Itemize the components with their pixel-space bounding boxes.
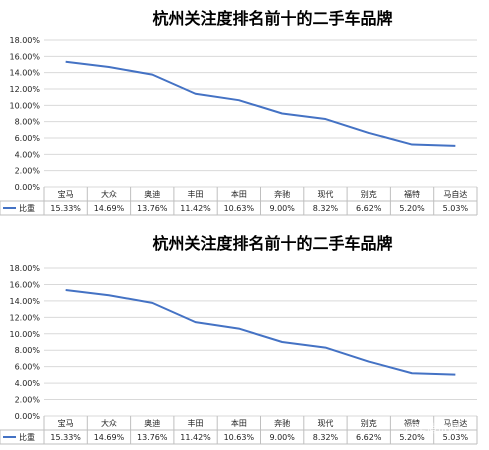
chart-title: 杭州关注度排名前十的二手车品牌 bbox=[152, 9, 392, 28]
category-label: 奔驰 bbox=[274, 189, 290, 199]
category-label: 丰田 bbox=[188, 418, 204, 428]
data-label: 6.62% bbox=[356, 204, 382, 213]
data-label: 13.76% bbox=[137, 433, 168, 442]
data-label: 5.20% bbox=[399, 204, 425, 213]
y-tick-label: 14.00% bbox=[9, 297, 40, 306]
series-line bbox=[65, 60, 456, 147]
data-label: 13.76% bbox=[137, 204, 168, 213]
category-label: 现代 bbox=[317, 189, 333, 199]
y-tick-label: 18.00% bbox=[9, 264, 40, 273]
y-tick-label: 16.00% bbox=[9, 280, 40, 289]
y-tick-label: 18.00% bbox=[9, 36, 40, 45]
y-tick-label: 0.00% bbox=[15, 183, 41, 192]
category-label: 本田 bbox=[231, 189, 247, 199]
category-label: 别克 bbox=[361, 190, 377, 199]
y-tick-label: 12.00% bbox=[9, 85, 40, 94]
y-tick-label: 4.00% bbox=[15, 379, 41, 388]
y-tick-label: 14.00% bbox=[9, 69, 40, 78]
category-label: 大众 bbox=[101, 189, 117, 199]
y-tick-label: 6.00% bbox=[15, 363, 41, 372]
legend-label: 比重 bbox=[19, 432, 35, 442]
data-label: 10.63% bbox=[224, 204, 255, 213]
data-label: 5.03% bbox=[443, 433, 469, 442]
y-tick-label: 4.00% bbox=[15, 150, 41, 159]
y-tick-label: 8.00% bbox=[15, 118, 41, 127]
category-label: 别克 bbox=[361, 419, 377, 428]
data-label: 9.00% bbox=[269, 433, 295, 442]
category-label: 宝马 bbox=[58, 189, 74, 199]
y-tick-label: 10.00% bbox=[9, 101, 40, 110]
data-label: 10.63% bbox=[224, 433, 255, 442]
chart-title: 杭州关注度排名前十的二手车品牌 bbox=[152, 234, 392, 253]
series-line bbox=[65, 288, 456, 376]
data-label: 15.33% bbox=[50, 433, 81, 442]
category-label: 福特 bbox=[404, 189, 420, 199]
category-label: 奔驰 bbox=[274, 418, 290, 428]
y-tick-label: 12.00% bbox=[9, 313, 40, 322]
y-tick-label: 2.00% bbox=[15, 396, 41, 405]
category-label: 马自达 bbox=[443, 418, 467, 428]
category-label: 奥迪 bbox=[144, 189, 160, 199]
y-tick-label: 0.00% bbox=[15, 412, 41, 421]
category-label: 福特 bbox=[404, 418, 420, 428]
category-label: 奥迪 bbox=[144, 418, 160, 428]
data-label: 6.62% bbox=[356, 433, 382, 442]
category-label: 现代 bbox=[317, 418, 333, 428]
category-label: 大众 bbox=[101, 418, 117, 428]
y-tick-label: 8.00% bbox=[15, 346, 41, 355]
data-label: 11.42% bbox=[180, 204, 211, 213]
data-label: 11.42% bbox=[180, 433, 211, 442]
data-label: 14.69% bbox=[94, 204, 125, 213]
data-label: 5.03% bbox=[443, 204, 469, 213]
chart-panel-2: 杭州关注度排名前十的二手车品牌 0.00% 2.00% 4.00% 6.00% 8.00%… bbox=[0, 234, 478, 445]
category-label: 宝马 bbox=[58, 418, 74, 428]
legend-label: 比重 bbox=[19, 203, 35, 213]
y-tick-label: 6.00% bbox=[15, 134, 41, 143]
y-tick-label: 10.00% bbox=[9, 330, 40, 339]
data-label: 8.32% bbox=[313, 433, 339, 442]
category-label: 丰田 bbox=[188, 189, 204, 199]
y-tick-label: 16.00% bbox=[9, 52, 40, 61]
data-label: 14.69% bbox=[94, 433, 125, 442]
chart-panel-1: 杭州关注度排名前十的二手车品牌 0.00% 2.00% 4.00% 6.00% 8.00%… bbox=[0, 9, 478, 216]
watermark: 汽车消费网 bbox=[404, 421, 459, 435]
category-label: 马自达 bbox=[443, 189, 467, 199]
category-label: 本田 bbox=[231, 418, 247, 428]
data-label: 15.33% bbox=[50, 204, 81, 213]
data-label: 9.00% bbox=[269, 204, 295, 213]
data-label: 8.32% bbox=[313, 204, 339, 213]
data-label: 5.20% bbox=[399, 433, 425, 442]
y-tick-label: 2.00% bbox=[15, 167, 41, 176]
